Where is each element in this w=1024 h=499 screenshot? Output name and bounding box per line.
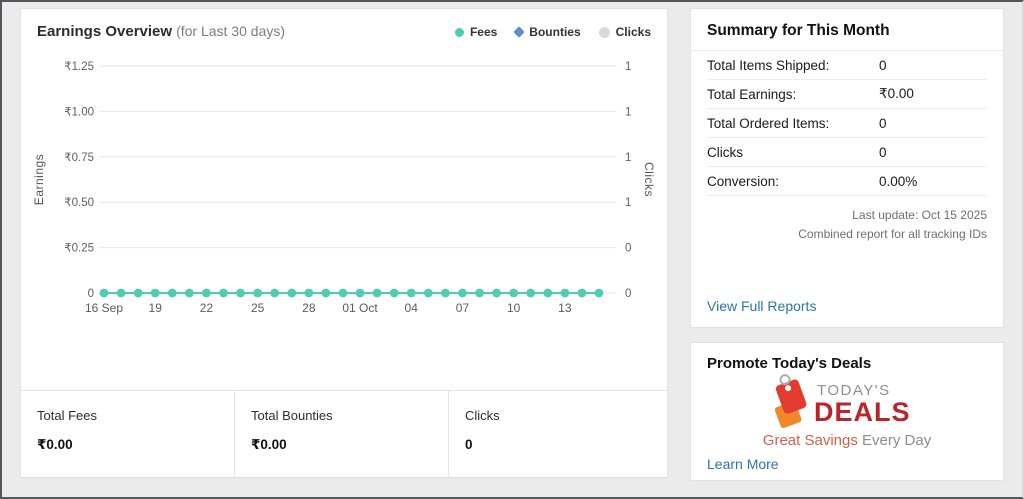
view-full-reports-link[interactable]: View Full Reports: [707, 298, 817, 314]
clicks-label: Clicks: [465, 408, 500, 423]
svg-text:₹1.00: ₹1.00: [64, 106, 94, 118]
summary-row-items-shipped: Total Items Shipped: 0: [707, 51, 987, 80]
totals-row: Total Fees ₹0.00 Total Bounties ₹0.00 Cl…: [21, 390, 667, 477]
clicks-marker-icon: [598, 26, 610, 38]
fees-marker-icon: [454, 27, 464, 37]
summary-row-total-earnings: Total Earnings: ₹0.00: [707, 80, 987, 109]
svg-text:01 Oct: 01 Oct: [342, 301, 378, 315]
svg-text:19: 19: [149, 301, 163, 315]
total-fees-value: ₹0.00: [37, 437, 73, 452]
row-value: 0: [879, 57, 887, 73]
svg-text:1: 1: [625, 197, 631, 209]
row-value: 0: [879, 144, 887, 160]
legend-item-fees[interactable]: Fees: [454, 25, 498, 39]
report-note-text: Combined report for all tracking IDs: [798, 227, 987, 241]
deal-tag-red-icon: [775, 379, 807, 414]
deals-tagline: Great Savings Every Day: [707, 432, 987, 449]
legend-item-clicks[interactable]: Clicks: [598, 25, 651, 39]
total-fees-label: Total Fees: [37, 408, 97, 423]
row-value: 0: [879, 115, 887, 131]
clicks-value: 0: [465, 437, 473, 452]
learn-more-link[interactable]: Learn More: [707, 456, 779, 472]
chart-legend: Fees Bounties Clicks: [454, 25, 651, 39]
earnings-title-block: Earnings Overview (for Last 30 days): [37, 23, 285, 41]
earnings-chart: ₹1.25 1 ₹1.00 1 ₹0.75 1 ₹0.50 1 ₹0.25 0 0 0 Earnings…: [32, 61, 656, 315]
legend-label: Clicks: [615, 25, 651, 39]
clicks-cell: Clicks 0: [448, 391, 667, 477]
tag-loop-icon: [779, 374, 791, 386]
last-update-text: Last update: Oct 15 2025: [852, 208, 987, 222]
total-bounties-cell: Total Bounties ₹0.00: [234, 391, 448, 477]
row-label: Conversion:: [707, 173, 780, 189]
todays-deals-logo: TODAY'S DEALS: [774, 374, 911, 428]
total-bounties-value: ₹0.00: [251, 437, 287, 452]
bounties-marker-icon: [513, 26, 525, 38]
earnings-overview-card: Earnings Overview (for Last 30 days) Fees…: [20, 8, 668, 478]
svg-text:10: 10: [507, 301, 521, 315]
deals-card: Promote Today's Deals TODAY'S DEALS Grea…: [690, 342, 1004, 481]
tagline-highlight: Great Savings: [762, 432, 858, 449]
legend-item-bounties[interactable]: Bounties: [513, 25, 581, 39]
svg-text:28: 28: [302, 301, 316, 315]
row-value: ₹0.00: [879, 86, 914, 101]
svg-text:25: 25: [251, 301, 265, 315]
svg-text:₹0.75: ₹0.75: [64, 152, 94, 164]
svg-text:₹0.25: ₹0.25: [64, 243, 94, 255]
summary-card: Summary for This Month Total Items Shipp…: [690, 8, 1004, 328]
row-label: Total Ordered Items:: [707, 115, 830, 131]
earnings-card-header: Earnings Overview (for Last 30 days) Fees…: [21, 9, 667, 43]
summary-rows: Total Items Shipped: 0 Total Earnings: ₹…: [691, 51, 1003, 196]
svg-text:16 Sep: 16 Sep: [85, 301, 123, 315]
earnings-title: Earnings Overview: [37, 23, 173, 40]
summary-row-conversion: Conversion: 0.00%: [707, 167, 987, 196]
row-label: Total Items Shipped:: [707, 57, 830, 73]
summary-notes: Last update: Oct 15 2025 Combined report…: [707, 206, 987, 244]
deals-title: Promote Today's Deals: [707, 355, 872, 372]
total-fees-cell: Total Fees ₹0.00: [21, 391, 234, 477]
svg-text:1: 1: [625, 152, 631, 164]
svg-text:Earnings: Earnings: [32, 154, 46, 205]
svg-text:04: 04: [405, 301, 419, 315]
svg-text:22: 22: [200, 301, 214, 315]
svg-text:1: 1: [625, 106, 631, 118]
row-label: Clicks: [707, 144, 743, 160]
summary-row-ordered-items: Total Ordered Items: 0: [707, 109, 987, 138]
svg-text:0: 0: [625, 288, 631, 300]
earnings-subtitle: (for Last 30 days): [176, 23, 285, 39]
total-bounties-label: Total Bounties: [251, 408, 333, 423]
row-value: 0.00%: [879, 173, 918, 189]
logo-deals-text: DEALS: [814, 397, 911, 427]
summary-title: Summary for This Month: [691, 9, 1003, 51]
svg-text:₹1.25: ₹1.25: [64, 61, 94, 73]
svg-text:₹0.50: ₹0.50: [64, 197, 94, 209]
svg-text:1: 1: [625, 61, 631, 73]
svg-text:07: 07: [456, 301, 470, 315]
legend-label: Bounties: [529, 25, 581, 39]
svg-text:0: 0: [88, 288, 94, 300]
logo-todays-text: TODAY'S: [817, 382, 891, 399]
svg-text:13: 13: [558, 301, 572, 315]
row-label: Total Earnings:: [707, 86, 797, 102]
tagline-rest: Every Day: [857, 432, 932, 449]
svg-text:0: 0: [625, 243, 631, 255]
summary-row-clicks: Clicks 0: [707, 138, 987, 167]
chart-area: ₹1.25 1 ₹1.00 1 ₹0.75 1 ₹0.50 1 ₹0.25 0 0 0 Earnings…: [21, 43, 667, 326]
legend-label: Fees: [469, 25, 498, 39]
svg-text:Clicks: Clicks: [642, 162, 656, 197]
